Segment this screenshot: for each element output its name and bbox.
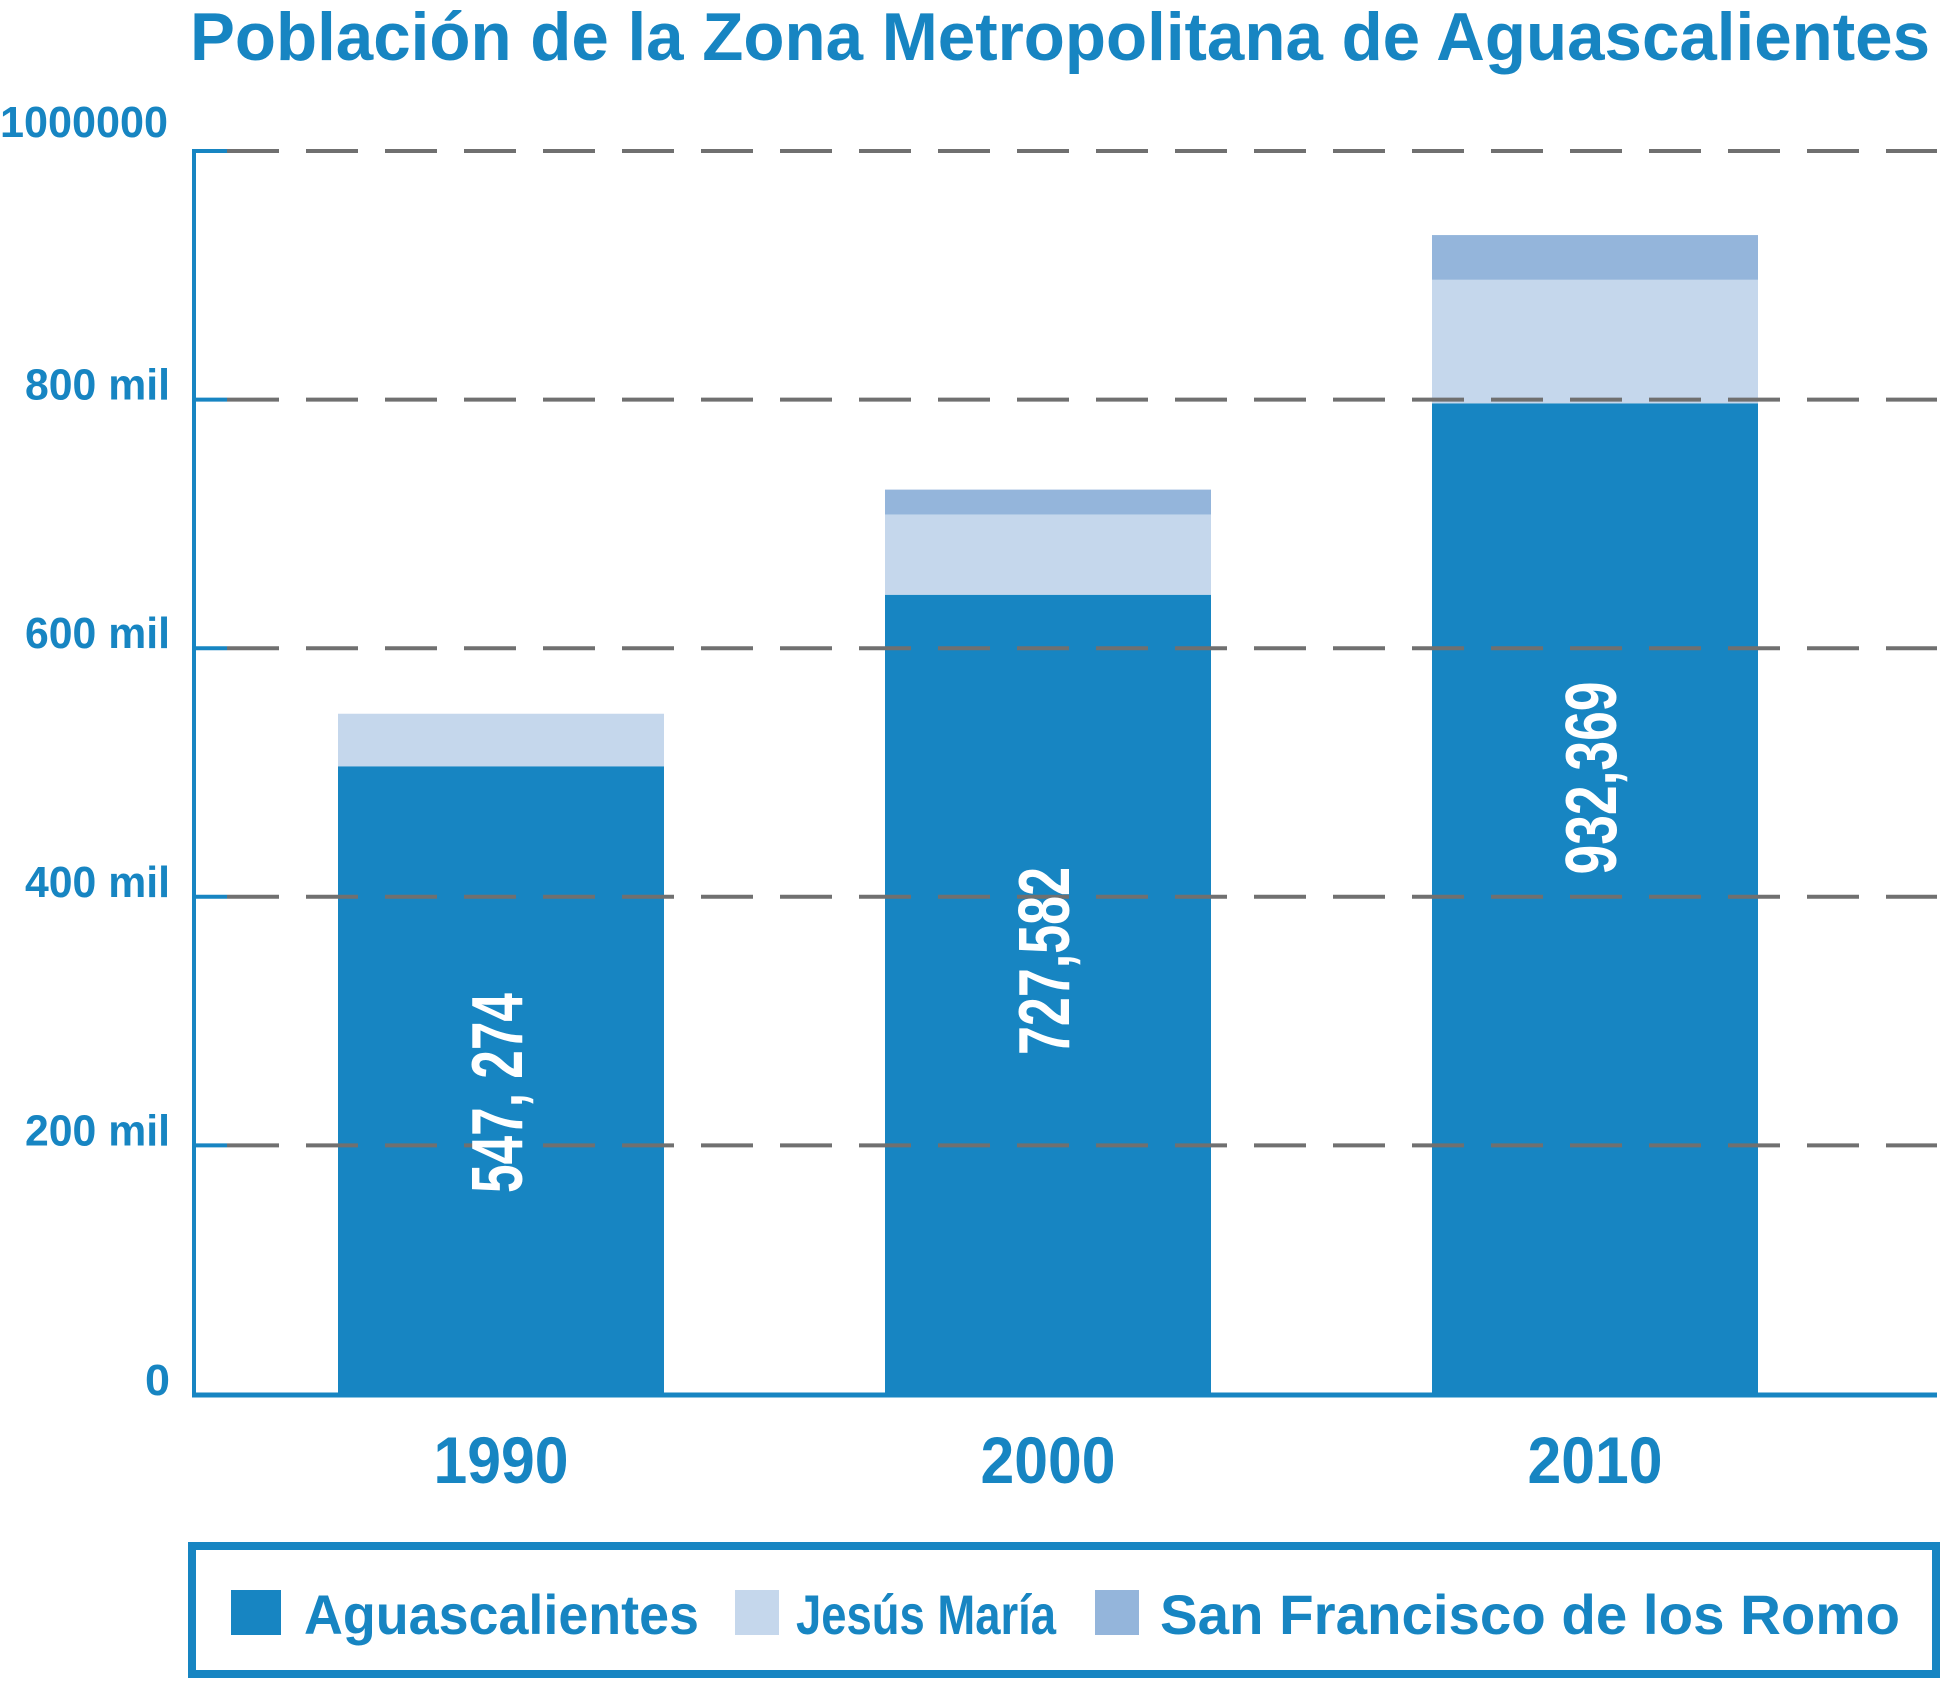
x-tick-label: 2010 — [1528, 1423, 1663, 1497]
legend-swatch — [735, 1590, 779, 1635]
bars-layer — [338, 235, 1758, 1395]
bar-segment-2010-jes-s-mar-a — [1432, 279, 1758, 404]
legend-frame — [188, 1542, 1940, 1678]
bar-total-label: 547, 274 — [458, 993, 538, 1193]
legend-swatch — [1095, 1590, 1139, 1635]
bar-total-label: 932,369 — [1552, 682, 1632, 875]
legend-label: Aguascalientes — [304, 1583, 699, 1646]
x-tick-label: 2000 — [981, 1423, 1116, 1497]
bar-segment-1990-jes-s-mar-a — [338, 713, 664, 767]
x-tick-labels: 1990 2000 2010 — [434, 1423, 1663, 1497]
legend-swatch — [231, 1590, 281, 1635]
bar-total-label: 727,582 — [1005, 867, 1085, 1055]
legend-entry-aguascalientes: Aguascalientes — [231, 1583, 699, 1646]
y-tick-label: 0 — [145, 1356, 170, 1405]
legend: Aguascalientes Jesús María San Francisco… — [188, 1542, 1940, 1678]
chart-title: Población de la Zona Metropolitana de Ag… — [190, 0, 1930, 75]
bar-segment-2000-san-francisco-de-los-romo — [885, 489, 1211, 515]
y-tick-label: 400 mil — [25, 858, 170, 907]
bar-segment-2000-jes-s-mar-a — [885, 514, 1211, 595]
bar-segment-2000-aguascalientes — [885, 594, 1211, 1394]
legend-label: Jesús María — [796, 1583, 1057, 1646]
x-tick-label: 1990 — [434, 1423, 569, 1497]
bar-segment-1990-aguascalientes — [338, 766, 664, 1394]
y-tick-label: 800 mil — [25, 361, 170, 410]
axes — [192, 149, 1937, 1398]
y-tick-label: 200 mil — [25, 1106, 170, 1155]
legend-entry-san-francisco-de-los-romo: San Francisco de los Romo — [1095, 1583, 1900, 1646]
legend-entry-jesus-maria: Jesús María — [735, 1583, 1057, 1646]
gridlines — [194, 149, 1937, 1148]
value-labels: 547, 274 727,582 932,369 — [458, 682, 1632, 1194]
y-tick-label: 600 mil — [25, 609, 170, 658]
y-tick-label: 1000000 — [0, 98, 168, 147]
y-tick-labels: 0 200 mil 400 mil 600 mil 800 mil 1000000 — [0, 98, 170, 1405]
legend-label: San Francisco de los Romo — [1160, 1583, 1900, 1646]
bar-segment-2010-san-francisco-de-los-romo — [1432, 235, 1758, 280]
